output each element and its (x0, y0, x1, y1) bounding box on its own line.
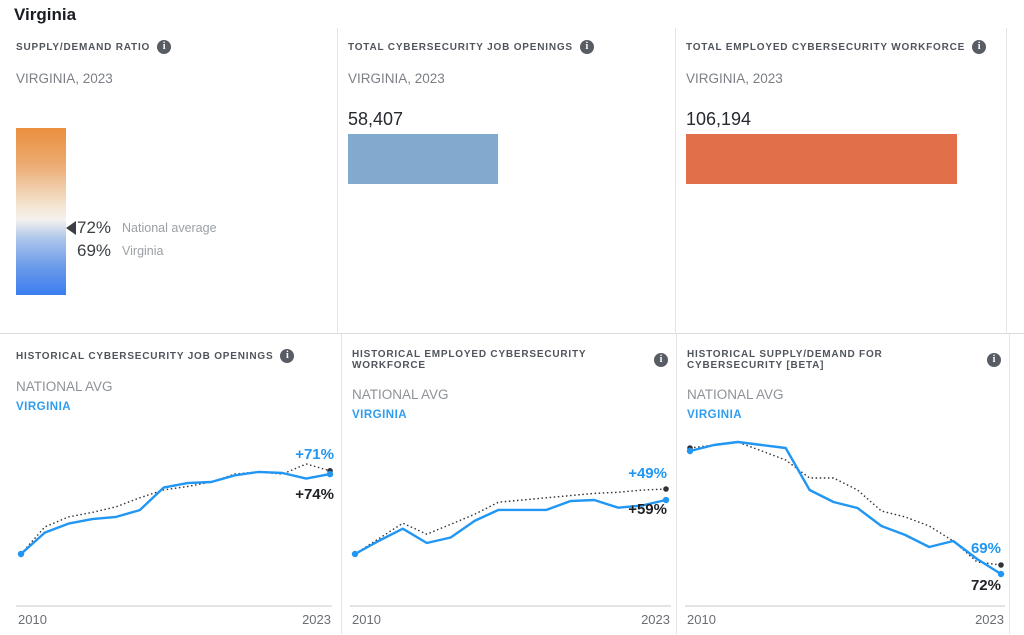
historical-job-openings-chart: 2010 2023 (16, 463, 334, 627)
panel-historical-supply-demand: HISTORICAL SUPPLY/DEMAND FOR CYBERSECURI… (676, 334, 1010, 634)
historical-workforce-chart: 2010 2023 (350, 486, 671, 627)
panel-header: HISTORICAL SUPPLY/DEMAND FOR CYBERSECURI… (687, 349, 1001, 371)
panel-header: TOTAL CYBERSECURITY JOB OPENINGS i (348, 40, 667, 54)
virginia-end-label: +71% (295, 446, 334, 463)
legend-national-avg: NATIONAL AVG (687, 387, 784, 402)
virginia-end-label: 69% (970, 540, 1001, 557)
legend-national-avg: NATIONAL AVG (352, 387, 449, 402)
national-average-value: 72% (77, 218, 112, 237)
svg-text:2010: 2010 (687, 612, 716, 627)
workforce-value: 106,194 (686, 109, 752, 129)
panel-title: TOTAL CYBERSECURITY JOB OPENINGS (348, 41, 573, 53)
panel-header: SUPPLY/DEMAND RATIO i (16, 40, 329, 54)
info-icon[interactable]: i (157, 40, 172, 54)
svg-text:2010: 2010 (352, 612, 381, 627)
svg-text:2010: 2010 (18, 612, 47, 627)
historical-supply-demand-chart: 2010 2023 (685, 440, 1005, 627)
panel-historical-job-openings: HISTORICAL CYBERSECURITY JOB OPENINGS i … (0, 334, 341, 634)
national-end-label: +59% (628, 501, 667, 518)
job-openings-value: 58,407 (348, 109, 404, 129)
panel-header: HISTORICAL CYBERSECURITY JOB OPENINGS i (16, 349, 333, 363)
national-end-label: 72% (970, 577, 1001, 594)
panel-supply-demand-ratio: SUPPLY/DEMAND RATIO i VIRGINIA, 2023 72%… (0, 28, 337, 333)
panel-title: SUPPLY/DEMAND RATIO (16, 41, 151, 53)
state-value: 69% (77, 241, 112, 260)
legend-virginia: VIRGINIA (687, 409, 743, 421)
left-arrow-icon (66, 221, 76, 235)
svg-text:2023: 2023 (975, 612, 1004, 627)
national-average-marker: 72% National average (66, 218, 217, 238)
panel-subtitle: VIRGINIA, 2023 (16, 71, 113, 86)
national-end-label: +74% (295, 486, 334, 503)
info-icon[interactable]: i (579, 40, 594, 54)
info-icon[interactable]: i (972, 40, 987, 54)
virginia-end-label: +49% (628, 465, 667, 482)
panel-title: TOTAL EMPLOYED CYBERSECURITY WORKFORCE (686, 41, 966, 53)
panel-total-workforce: TOTAL EMPLOYED CYBERSECURITY WORKFORCE i… (675, 28, 1007, 333)
info-icon[interactable]: i (654, 353, 668, 367)
panel-historical-workforce: HISTORICAL EMPLOYED CYBERSECURITY WORKFO… (341, 334, 676, 634)
panel-header: TOTAL EMPLOYED CYBERSECURITY WORKFORCE i (686, 40, 998, 54)
page-title: Virginia (14, 5, 77, 24)
workforce-bar (686, 134, 957, 184)
panel-title: HISTORICAL EMPLOYED CYBERSECURITY WORKFO… (352, 349, 587, 371)
supply-demand-gradient-bar (16, 128, 66, 295)
info-icon[interactable]: i (280, 349, 295, 363)
row-divider (0, 333, 1024, 334)
panel-header: HISTORICAL EMPLOYED CYBERSECURITY WORKFO… (352, 349, 668, 371)
panel-subtitle: VIRGINIA, 2023 (686, 71, 783, 86)
summary-row: SUPPLY/DEMAND RATIO i VIRGINIA, 2023 72%… (0, 28, 1007, 333)
state-label: Virginia (122, 244, 164, 258)
gauge-markers: 72% National average 69% Virginia (66, 218, 217, 261)
legend-virginia: VIRGINIA (16, 401, 72, 413)
state-marker: 69% Virginia (66, 241, 217, 261)
national-average-label: National average (122, 221, 217, 235)
svg-text:2023: 2023 (641, 612, 670, 627)
panel-total-job-openings: TOTAL CYBERSECURITY JOB OPENINGS i VIRGI… (337, 28, 675, 333)
info-icon[interactable]: i (987, 353, 1001, 367)
panel-title: HISTORICAL CYBERSECURITY JOB OPENINGS (16, 350, 274, 362)
svg-text:2023: 2023 (302, 612, 331, 627)
historical-row: HISTORICAL CYBERSECURITY JOB OPENINGS i … (0, 333, 1010, 634)
supply-demand-gauge: 72% National average 69% Virginia (16, 128, 329, 295)
job-openings-bar (348, 134, 498, 184)
legend-national-avg: NATIONAL AVG (16, 379, 113, 394)
legend-virginia: VIRGINIA (352, 409, 408, 421)
panel-subtitle: VIRGINIA, 2023 (348, 71, 445, 86)
panel-title: HISTORICAL SUPPLY/DEMAND FOR CYBERSECURI… (687, 349, 883, 371)
